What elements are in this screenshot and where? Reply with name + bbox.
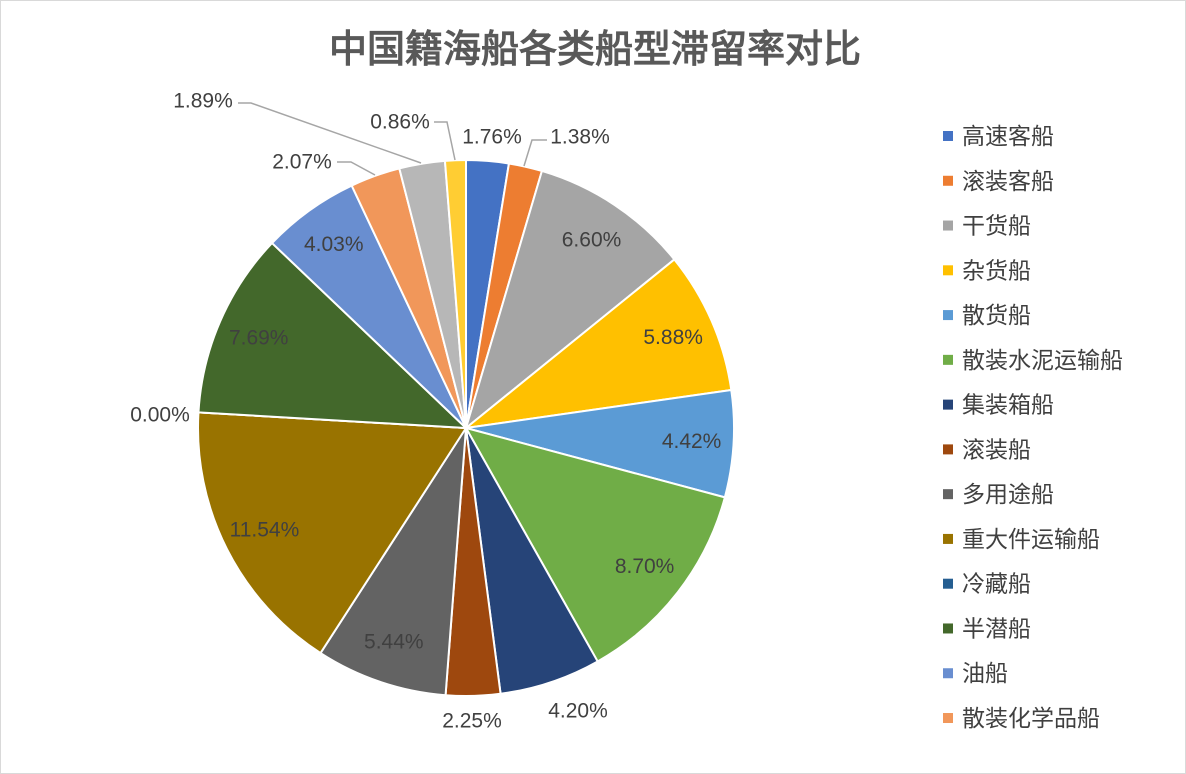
legend-label: 重大件运输船 [962, 526, 1100, 552]
legend-item: 散装水泥运输船 [943, 347, 1123, 373]
legend-item: 冷藏船 [943, 571, 1031, 597]
legend-item: 重大件运输船 [943, 526, 1100, 552]
legend-label: 散装水泥运输船 [962, 347, 1123, 373]
legend-marker [943, 578, 953, 589]
legend-label: 干货船 [962, 213, 1031, 239]
pie-slice [465, 427, 726, 663]
legend-marker [943, 175, 953, 186]
data-label: 4.42% [662, 430, 722, 453]
leader-line [238, 102, 422, 164]
legend-marker [943, 713, 953, 724]
legend-item: 滚装客船 [943, 168, 1054, 194]
data-label: 1.76% [462, 126, 522, 149]
data-label: 5.44% [364, 631, 424, 654]
legend-label: 冷藏船 [962, 571, 1031, 597]
legend-item: 多用途船 [943, 481, 1054, 507]
data-label: 1.38% [550, 126, 610, 149]
legend-label: 高速客船 [962, 123, 1054, 149]
legend-item: 滚装船 [943, 436, 1031, 462]
legend-item: 半潜船 [943, 615, 1031, 641]
data-label: 7.69% [229, 326, 289, 349]
legend-marker [943, 399, 953, 410]
legend-label: 集装箱船 [962, 392, 1054, 418]
data-label: 2.25% [442, 710, 502, 733]
chart-title: 中国籍海船各类船型滞留率对比 [329, 28, 861, 71]
legend-marker [943, 533, 953, 544]
pie-slices [197, 159, 735, 697]
legend-label: 散货船 [962, 302, 1031, 328]
legend-marker [943, 131, 953, 141]
pie-slice [465, 169, 676, 429]
data-label: 4.03% [304, 233, 364, 256]
pie-slice [443, 159, 467, 429]
pie-slice [197, 242, 467, 429]
legend-marker [943, 489, 953, 500]
legend-item: 油船 [943, 660, 1008, 686]
data-label: 5.88% [643, 326, 703, 349]
data-label: 0.00% [130, 404, 190, 427]
pie-slice [197, 411, 467, 655]
legend-marker [943, 668, 953, 679]
legend-marker [943, 265, 953, 276]
legend-marker [943, 444, 953, 455]
legend-marker [943, 220, 953, 231]
data-labels: 1.76% 1.38% 6.60% 5.88% 4.42% 8.70% 4.20% 2.25%… [130, 90, 721, 733]
legend-item: 散装化学品船 [943, 705, 1100, 731]
legend-item: 干货船 [943, 213, 1031, 239]
data-label: 8.70% [615, 555, 675, 578]
data-label: 2.07% [272, 151, 332, 174]
leader-line [337, 161, 376, 176]
pie-slice [319, 427, 467, 697]
legend-label: 油船 [962, 660, 1008, 686]
legend-label: 散装化学品船 [962, 705, 1100, 731]
legend-label: 滚装客船 [962, 168, 1054, 194]
legend-item: 散货船 [943, 302, 1031, 328]
legend-label: 杂货船 [962, 257, 1031, 283]
pie-slice [465, 258, 733, 429]
leader-line [523, 139, 547, 167]
data-label: 0.86% [370, 111, 430, 134]
leader-line [434, 121, 456, 161]
data-label: 1.89% [173, 90, 233, 113]
data-label: 4.20% [548, 700, 608, 723]
data-label: 11.54% [230, 519, 300, 542]
legend-label: 多用途船 [962, 481, 1054, 507]
leader-lines [238, 102, 547, 176]
legend-label: 滚装船 [962, 436, 1031, 462]
legend-marker [943, 354, 953, 365]
legend-item: 高速客船 [943, 123, 1054, 149]
legend-label: 半潜船 [962, 615, 1031, 641]
legend-item: 集装箱船 [943, 392, 1054, 418]
legend-marker [943, 310, 953, 321]
legend-marker [943, 623, 953, 634]
data-label: 6.60% [562, 229, 622, 252]
legend-item: 杂货船 [943, 257, 1031, 283]
legend: 高速客船滚装客船干货船杂货船散货船散装水泥运输船集装箱船滚装船多用途船重大件运输… [943, 123, 1123, 731]
